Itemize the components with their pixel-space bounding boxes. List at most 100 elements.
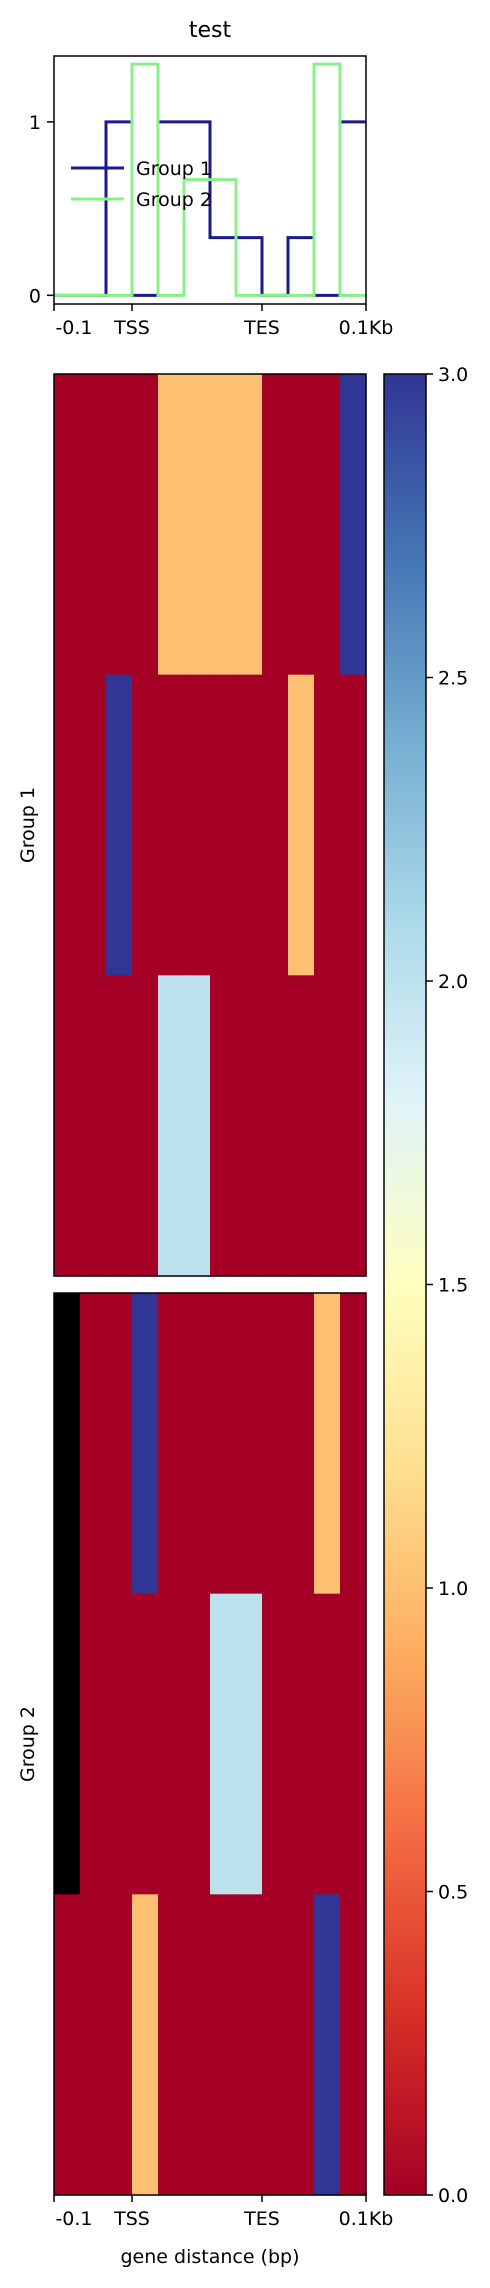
heatmap-cell xyxy=(314,1894,341,2196)
heatmap-cell xyxy=(210,674,237,976)
colorbar-ticks: 0.0 0.5 1.0 1.5 2.0 2.5 3.0 xyxy=(426,364,468,2207)
heatmap-cell xyxy=(262,1293,289,1595)
heatmap-cell xyxy=(210,1894,237,2196)
heatmap-group-2-frame xyxy=(53,1292,367,2196)
heatmap-cell xyxy=(158,674,185,976)
heatmap-x-tick-label: -0.1 xyxy=(55,2208,92,2230)
heatmap-cell xyxy=(340,1593,367,1895)
heatmap-cell xyxy=(54,674,81,976)
heatmap-cell xyxy=(132,1293,159,1595)
heatmap-cell xyxy=(314,1293,341,1595)
heatmap-cell xyxy=(80,674,107,976)
heatmap-cell xyxy=(54,374,81,676)
heatmap-cell xyxy=(54,1593,81,1895)
heatmap-cell xyxy=(106,975,133,1277)
colorbar-tick-label: 1.5 xyxy=(438,1275,468,1297)
heatmap-x-tick-label: TES xyxy=(243,2208,280,2230)
profile-x-tick-label: 0.1Kb xyxy=(339,317,394,339)
heatmap-cell xyxy=(158,1293,185,1595)
colorbar: 0.0 0.5 1.0 1.5 2.0 2.5 3.0 xyxy=(383,364,468,2207)
series-line-2 xyxy=(54,62,366,297)
heatmap-cell xyxy=(236,374,263,676)
heatmap-cell xyxy=(184,1293,211,1595)
heatmap-group-2: Group 2 -0.1 TSS TES 0.1Kb gene distance (b… xyxy=(17,1292,394,2268)
colorbar-tick-label: 0.0 xyxy=(438,2185,468,2207)
profile-lines xyxy=(54,62,366,297)
heatmap-cell xyxy=(158,1894,185,2196)
heatmap-cell xyxy=(340,374,367,676)
heatmap-cell xyxy=(288,674,315,976)
heatmap-cell xyxy=(236,674,263,976)
heatmap-cell xyxy=(80,374,107,676)
heatmap-cell xyxy=(288,975,315,1277)
heatmap-cell xyxy=(132,374,159,676)
heatmap-x-tick-label: TSS xyxy=(113,2208,150,2230)
heatmap-cell xyxy=(210,1593,237,1895)
heatmap-cell xyxy=(210,1293,237,1595)
colorbar-tick-label: 3.0 xyxy=(438,364,468,386)
heatmap-cell xyxy=(80,1593,107,1895)
heatmap-cell xyxy=(106,1593,133,1895)
heatmap-cell xyxy=(210,975,237,1277)
heatmap-group-1-cells xyxy=(54,374,367,1277)
legend-label-1: Group 1 xyxy=(136,158,212,180)
heatmap-cell xyxy=(236,1593,263,1895)
heatmap-cell xyxy=(262,374,289,676)
heatmap-cell xyxy=(340,674,367,976)
heatmap-group-2-ylabel: Group 2 xyxy=(17,1706,39,1782)
heatmap-cell xyxy=(106,374,133,676)
profile-frame xyxy=(53,55,367,305)
heatmap-cell xyxy=(80,1293,107,1595)
heatmap-cell xyxy=(340,1894,367,2196)
heatmap-x-ticks: -0.1 TSS TES 0.1Kb xyxy=(53,2195,394,2230)
heatmap-cell xyxy=(314,975,341,1277)
heatmap-cell xyxy=(236,1293,263,1595)
heatmap-cell xyxy=(314,374,341,676)
legend-label-2: Group 2 xyxy=(136,189,212,211)
heatmap-cell xyxy=(132,975,159,1277)
heatmap-cell xyxy=(262,1894,289,2196)
profile-title: test xyxy=(189,18,232,43)
heatmap-cell xyxy=(340,975,367,1277)
heatmap-cell xyxy=(80,975,107,1277)
profile-y-tick-label: 1 xyxy=(29,112,41,134)
heatmap-cell xyxy=(288,1894,315,2196)
heatmap-cell xyxy=(262,1593,289,1895)
heatmap-cell xyxy=(106,1894,133,2196)
heatmap-cell xyxy=(314,1593,341,1895)
heatmap-cell xyxy=(184,674,211,976)
profile-y-tick-label: 0 xyxy=(29,285,41,307)
heatmap-cell xyxy=(158,975,185,1277)
heatmap-cell xyxy=(54,975,81,1277)
heatmap-x-tick-label: 0.1Kb xyxy=(339,2208,394,2230)
heatmap-cell xyxy=(262,975,289,1277)
colorbar-tick-label: 0.5 xyxy=(438,1882,468,1904)
heatmap-cell xyxy=(158,374,185,676)
profile-x-tick-label: TSS xyxy=(113,317,150,339)
heatmap-cell xyxy=(184,1593,211,1895)
heatmap-cell xyxy=(236,975,263,1277)
colorbar-fill xyxy=(384,374,426,2195)
heatmap-cell xyxy=(106,1293,133,1595)
colorbar-tick-label: 2.0 xyxy=(438,971,468,993)
heatmap-cell xyxy=(80,1894,107,2196)
heatmap-cell xyxy=(340,1293,367,1595)
colorbar-tick-label: 2.5 xyxy=(438,668,468,690)
heatmap-cell xyxy=(184,1894,211,2196)
heatmap-cell xyxy=(184,975,211,1277)
heatmap-cell xyxy=(288,374,315,676)
legend: Group 1 Group 2 xyxy=(71,158,212,211)
heatmap-group-2-cells xyxy=(54,1293,367,2196)
heatmap-cell xyxy=(236,1894,263,2196)
heatmap-cell xyxy=(132,1593,159,1895)
profile-x-ticks: -0.1 TSS TES 0.1Kb xyxy=(53,304,394,339)
heatmap-cell xyxy=(54,1293,81,1595)
heatmap-cell xyxy=(184,374,211,676)
heatmap-xlabel: gene distance (bp) xyxy=(120,2246,299,2268)
heatmap-group-1: Group 1 xyxy=(17,373,367,1277)
profile-panel: test -0.1 TSS TES 0.1Kb 0 1 Group 1 Group 2 xyxy=(29,18,393,339)
heatmap-cell xyxy=(54,1894,81,2196)
colorbar-tick-label: 1.0 xyxy=(438,1578,468,1600)
heatmap-cell xyxy=(314,674,341,976)
